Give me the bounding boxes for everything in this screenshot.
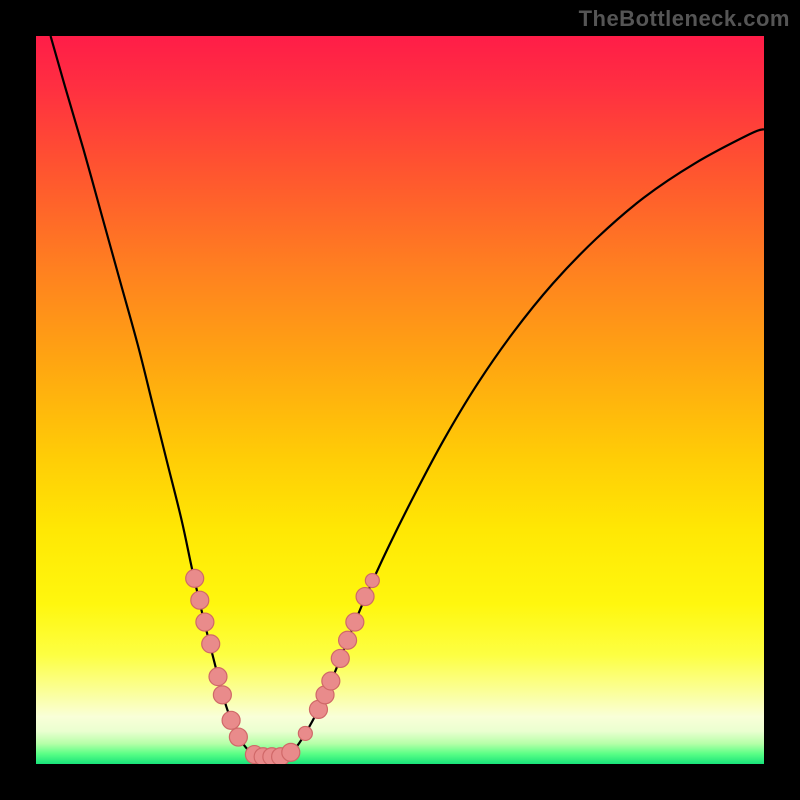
data-marker [322, 672, 340, 690]
data-marker [282, 743, 300, 761]
watermark-text: TheBottleneck.com [579, 6, 790, 32]
plot-area [36, 36, 764, 764]
curve-overlay [36, 36, 764, 764]
data-marker [346, 613, 364, 631]
data-marker [213, 686, 231, 704]
data-marker [209, 668, 227, 686]
bottleneck-curve [51, 36, 764, 758]
data-marker [202, 635, 220, 653]
data-marker [191, 591, 209, 609]
data-marker [186, 569, 204, 587]
data-marker [222, 711, 240, 729]
data-marker [196, 613, 214, 631]
data-marker [339, 631, 357, 649]
data-marker [365, 574, 379, 588]
data-marker [298, 726, 312, 740]
data-marker [356, 588, 374, 606]
chart-container: TheBottleneck.com [0, 0, 800, 800]
data-marker [331, 649, 349, 667]
data-marker [229, 728, 247, 746]
